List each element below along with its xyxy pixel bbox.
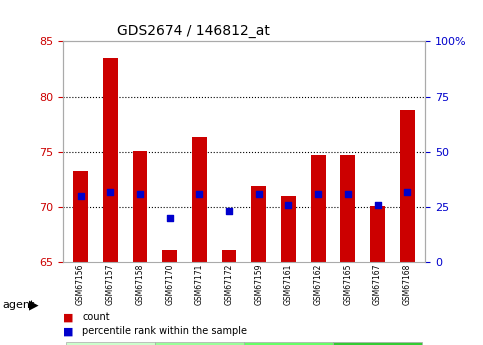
Point <box>374 202 382 208</box>
Text: GSM67161: GSM67161 <box>284 264 293 305</box>
Bar <box>192 137 207 262</box>
Text: GSM67157: GSM67157 <box>106 264 115 305</box>
Text: GSM67159: GSM67159 <box>254 264 263 305</box>
Bar <box>400 110 414 262</box>
Point <box>166 215 173 221</box>
FancyBboxPatch shape <box>66 342 155 345</box>
Bar <box>222 250 237 262</box>
Point <box>77 193 85 199</box>
Bar <box>73 170 88 262</box>
Point <box>403 189 411 194</box>
Point <box>284 202 292 208</box>
Text: GSM67165: GSM67165 <box>343 264 352 305</box>
Bar <box>341 155 355 262</box>
Point <box>136 191 144 197</box>
Text: GSM67168: GSM67168 <box>403 264 412 305</box>
Point <box>255 191 263 197</box>
Point <box>225 209 233 214</box>
Text: count: count <box>82 313 110 322</box>
Point <box>196 191 203 197</box>
Bar <box>370 206 385 262</box>
FancyBboxPatch shape <box>244 342 333 345</box>
FancyBboxPatch shape <box>333 342 422 345</box>
Bar <box>311 155 326 262</box>
Text: GSM67170: GSM67170 <box>165 264 174 305</box>
Point <box>106 189 114 194</box>
Text: GSM67167: GSM67167 <box>373 264 382 305</box>
Point <box>314 191 322 197</box>
Text: GSM67156: GSM67156 <box>76 264 85 305</box>
Bar <box>251 186 266 262</box>
Text: agent: agent <box>2 300 35 310</box>
Text: ■: ■ <box>63 326 73 336</box>
Text: ■: ■ <box>63 313 73 322</box>
Text: GSM67158: GSM67158 <box>136 264 144 305</box>
Text: percentile rank within the sample: percentile rank within the sample <box>82 326 247 336</box>
FancyBboxPatch shape <box>155 342 244 345</box>
Text: GSM67162: GSM67162 <box>313 264 323 305</box>
Text: GDS2674 / 146812_at: GDS2674 / 146812_at <box>117 24 270 38</box>
Bar <box>281 196 296 262</box>
Bar <box>132 151 147 262</box>
Point <box>344 191 352 197</box>
Text: GSM67171: GSM67171 <box>195 264 204 305</box>
Bar <box>162 250 177 262</box>
Text: GSM67172: GSM67172 <box>225 264 234 305</box>
Text: ▶: ▶ <box>29 299 39 312</box>
Bar <box>103 58 118 262</box>
